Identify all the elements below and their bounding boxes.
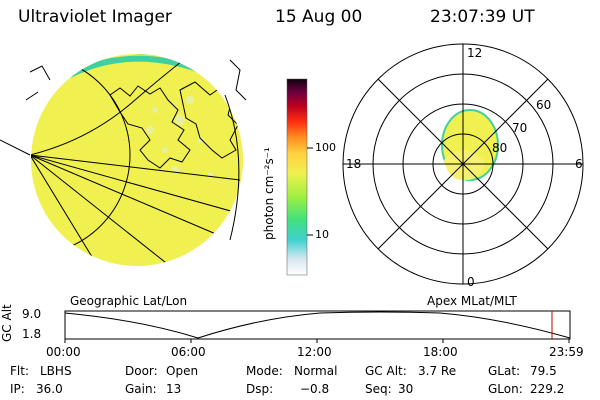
dsp-label: Dsp: — [246, 382, 274, 396]
altitude-xtick-0000: 00:00 — [46, 345, 81, 359]
altitude-ytick-9: 9.0 — [22, 307, 42, 321]
colorbar-tick-10: 10 — [315, 228, 329, 241]
gain-label: Gain: — [125, 382, 157, 396]
altitude-ylabel: GC Alt — [0, 304, 14, 342]
seq-label: Seq: — [365, 382, 392, 396]
map-grid-line — [31, 54, 191, 156]
image-speckle — [146, 96, 213, 178]
mlt-label-0: 0 — [467, 275, 475, 289]
glat-label: GLat: — [488, 364, 521, 378]
map-grid-line — [31, 154, 243, 216]
altitude-xtick-1800: 18:00 — [423, 345, 458, 359]
auroral-oval-image — [441, 109, 499, 181]
polar-circle-60 — [372, 73, 554, 255]
map-grid-line — [31, 154, 241, 181]
door-value: Open — [166, 364, 199, 378]
map-grid-line — [31, 154, 231, 241]
colorbar-ticks — [307, 147, 313, 236]
image-edge-band — [68, 55, 202, 78]
polar-plot — [342, 43, 584, 285]
coastline-1 — [109, 85, 191, 169]
polar-spoke — [377, 78, 464, 165]
mode-value: Normal — [294, 364, 338, 378]
gain-value: 13 — [166, 382, 182, 396]
polar-spoke — [377, 163, 464, 250]
coastline-2 — [179, 81, 239, 159]
coastline-outside — [25, 65, 51, 101]
altitude-xtick-0600: 06:00 — [171, 345, 206, 359]
glat-value: 79.5 — [530, 364, 557, 378]
ip-label: IP: — [10, 382, 25, 396]
geographic-title: Geographic Lat/Lon — [70, 294, 188, 308]
map-limb-line — [224, 94, 240, 241]
lat-label-80: 80 — [492, 141, 508, 155]
altitude-xtick-1200: 12:00 — [297, 345, 332, 359]
map-grid-line — [31, 154, 176, 266]
lat-label-60: 60 — [536, 98, 552, 112]
coastline-outside — [229, 59, 247, 101]
image-time: 23:07:39 UT — [430, 7, 535, 27]
dsp-value: −0.8 — [300, 382, 330, 396]
polar-circle-70 — [402, 103, 524, 225]
image-date: 15 Aug 00 — [275, 7, 363, 27]
lat-label-70: 70 — [512, 121, 528, 135]
glon-value: 229.2 — [530, 382, 565, 396]
image-disc — [31, 54, 243, 266]
apex-title: Apex MLat/MLT — [427, 294, 517, 308]
gc-alt-value: 3.7 Re — [418, 364, 457, 378]
mlt-label-18: 18 — [346, 157, 362, 171]
auroral-image-disc — [0, 54, 247, 266]
filter-label: Flt: — [10, 364, 29, 378]
altitude-curve — [64, 311, 571, 339]
colorbar-unit-label: photon cm⁻²s⁻¹ — [262, 147, 276, 240]
mlt-label-12: 12 — [467, 46, 483, 60]
altitude-xtick-2359: 23:59 — [549, 345, 584, 359]
altitude-plot-frame — [64, 310, 571, 340]
colorbar — [286, 78, 308, 276]
gc-alt-label: GC Alt: — [365, 364, 407, 378]
altitude-xticks — [64, 339, 570, 343]
altitude-plot — [64, 310, 571, 343]
image-edge-glow-top — [31, 54, 243, 100]
map-grid-line — [31, 154, 101, 266]
seq-value: 30 — [398, 382, 414, 396]
mlt-label-6: 6 — [575, 157, 583, 171]
map-grid-circle — [31, 54, 131, 256]
glon-label: GLon: — [488, 382, 523, 396]
polar-spoke — [462, 163, 549, 250]
instrument-title: Ultraviolet Imager — [18, 7, 172, 27]
altitude-ytick-1-8: 1.8 — [22, 327, 42, 341]
polar-circle-80 — [432, 133, 494, 195]
polar-circle-50 — [342, 43, 584, 285]
door-label: Door: — [125, 364, 158, 378]
colorbar-tick-100: 100 — [315, 141, 336, 154]
ip-value: 36.0 — [36, 382, 63, 396]
filter-value: LBHS — [40, 364, 72, 378]
mode-label: Mode: — [246, 364, 283, 378]
